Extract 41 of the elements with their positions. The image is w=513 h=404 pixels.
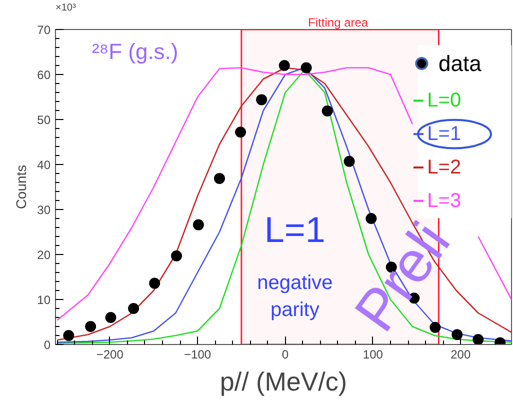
- legend-label: data: [438, 51, 482, 76]
- y-tick-label: 50: [37, 113, 51, 127]
- point: [235, 126, 246, 138]
- y-tick-label: 0: [44, 338, 51, 352]
- point: [105, 312, 116, 323]
- x-tick-label: −200: [96, 348, 124, 362]
- point: [85, 321, 96, 332]
- point: [214, 172, 225, 184]
- y-tick-label: 40: [37, 158, 51, 172]
- point: [128, 303, 140, 314]
- point: [278, 60, 290, 71]
- point: [192, 219, 204, 230]
- legend-label: L=3: [427, 190, 462, 212]
- y-tick-label: 30: [37, 203, 51, 217]
- x-tick-label: 200: [450, 348, 471, 362]
- y-axis-title: Counts: [13, 164, 30, 210]
- point: [149, 278, 160, 289]
- y-tick-label: 70: [37, 23, 51, 37]
- point: [452, 329, 463, 340]
- point: [300, 62, 312, 74]
- band-label: Fitting area: [308, 16, 368, 30]
- y-tick-label: 10: [37, 293, 51, 307]
- y-tick-label: 60: [37, 68, 51, 82]
- x-tick-label: 0: [282, 348, 289, 362]
- point: [472, 334, 484, 344]
- point: [256, 94, 268, 106]
- x-axis-title: p// (MeV/c): [220, 366, 348, 396]
- legend-label: L=0: [427, 90, 462, 112]
- point: [344, 156, 355, 167]
- annotation: L=1: [264, 209, 326, 250]
- legend-label: L=1: [427, 123, 462, 146]
- annotation: negative parity: [257, 272, 333, 321]
- x-tick-label: −100: [184, 348, 212, 362]
- text: ×10³: [56, 2, 76, 14]
- point: [63, 330, 74, 341]
- y-tick-label: 20: [37, 248, 51, 262]
- point: [171, 250, 182, 262]
- legend-label: L=2: [427, 156, 462, 178]
- annotation: ²⁸F (g.s.): [92, 39, 178, 64]
- x-tick-label: 100: [362, 348, 384, 362]
- point: [322, 105, 333, 116]
